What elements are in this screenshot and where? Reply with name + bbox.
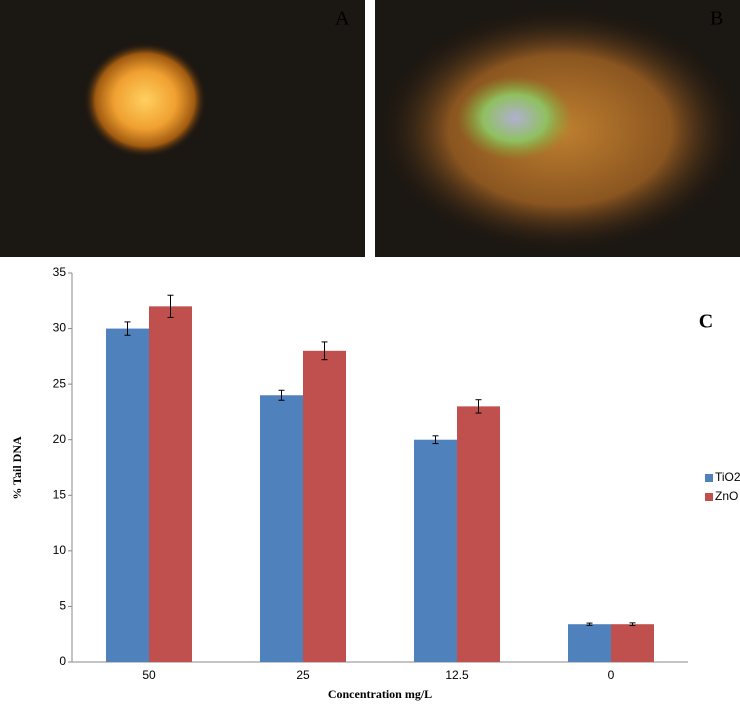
y-tick-label: 35 xyxy=(53,265,67,279)
panel-label: B xyxy=(710,8,723,30)
bar xyxy=(457,406,500,662)
x-tick-label: 25 xyxy=(296,668,310,682)
x-axis-label: Concentration mg/L xyxy=(328,687,432,701)
y-tick-label: 20 xyxy=(53,432,67,446)
x-tick-label: 0 xyxy=(608,668,615,682)
bar xyxy=(611,624,654,662)
legend-label: ZnO xyxy=(715,489,738,503)
y-tick-label: 15 xyxy=(53,487,67,501)
bar xyxy=(568,624,611,662)
legend-swatch xyxy=(705,493,713,501)
comet-head xyxy=(457,76,573,160)
bar xyxy=(260,395,303,662)
bar xyxy=(303,350,346,662)
x-tick-label: 50 xyxy=(142,668,156,682)
y-tick-label: 5 xyxy=(59,599,66,613)
bar xyxy=(414,439,457,662)
y-tick-label: 10 xyxy=(53,543,67,557)
y-tick-label: 25 xyxy=(53,376,67,390)
panel-label: A xyxy=(335,8,350,30)
y-tick-label: 30 xyxy=(53,321,67,335)
legend-swatch xyxy=(705,474,713,482)
comet-head xyxy=(83,42,207,158)
y-axis-label: % Tail DNA xyxy=(10,436,24,500)
bar xyxy=(149,306,192,662)
bar xyxy=(106,328,149,662)
x-tick-label: 12.5 xyxy=(445,668,469,682)
panel-label: C xyxy=(699,311,713,333)
legend-label: TiO2 xyxy=(715,470,740,484)
y-tick-label: 0 xyxy=(59,654,66,668)
